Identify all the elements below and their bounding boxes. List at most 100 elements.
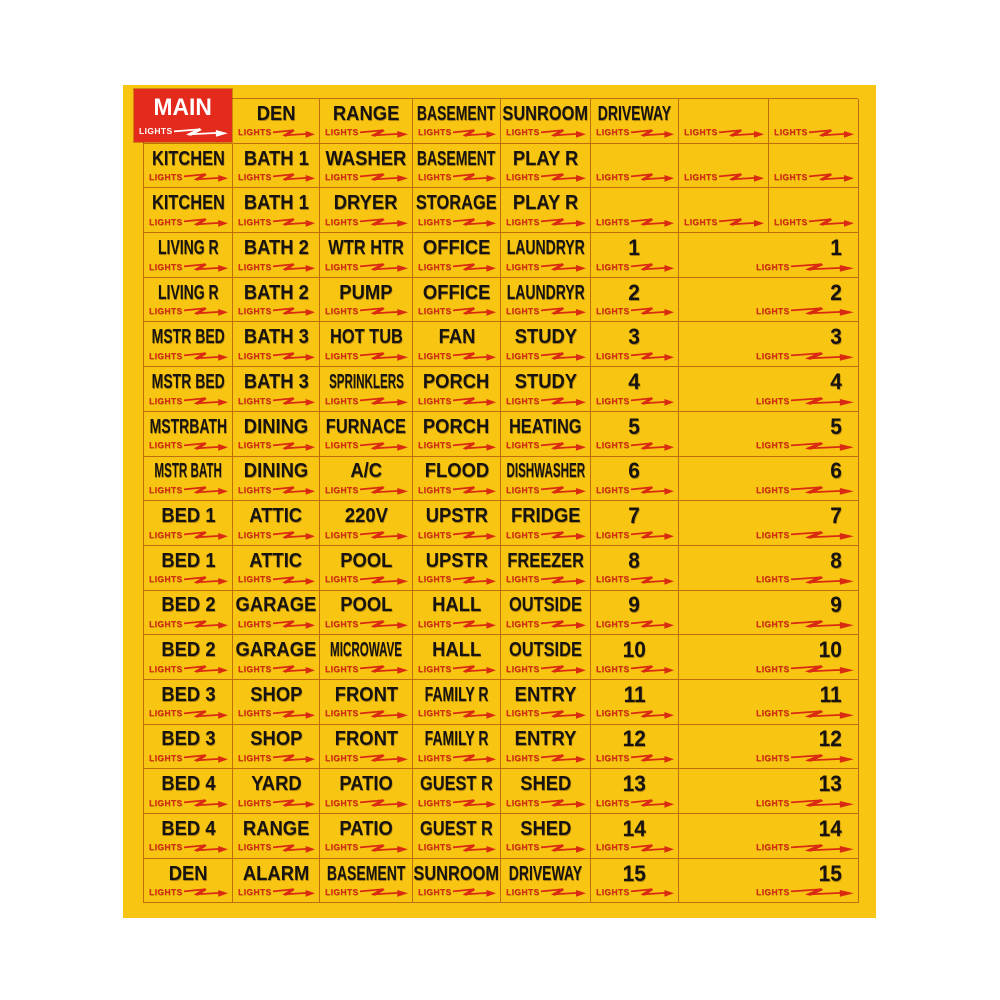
sticker-label-area: BATH 1: [233, 144, 319, 171]
lights-label: LIGHTS: [149, 619, 183, 629]
lights-arrow-row: LIGHTS: [501, 394, 590, 411]
breaker-label-sticker: OUTSIDE LIGHTS: [501, 590, 591, 636]
sticker-label-text: YARD: [250, 773, 302, 796]
sticker-label-area: PATIO: [320, 769, 412, 796]
lights-label: LIGHTS: [506, 216, 540, 227]
sticker-body: FRIDGE LIGHTS: [501, 501, 590, 545]
sticker-label-text: 12: [622, 726, 647, 752]
lights-arrow-row: LIGHTS: [501, 260, 590, 277]
sticker-label-text: STUDY: [514, 326, 577, 349]
lights-label: LIGHTS: [149, 708, 183, 719]
lights-arrow-row: LIGHTS: [591, 439, 678, 456]
lights-label: LIGHTS: [325, 484, 359, 495]
sticker-label-text: BASEMENT: [417, 147, 496, 170]
sticker-label-text: ENTRY: [514, 728, 577, 751]
lights-arrow-row: LIGHTS: [233, 841, 319, 858]
lights-label: LIGHTS: [149, 440, 183, 451]
sticker-label-area: 1: [591, 233, 678, 260]
lights-label: LIGHTS: [149, 663, 183, 674]
sticker-label-text: UPSTR: [425, 549, 488, 572]
breaker-label-sticker: BATH 3 LIGHTS: [233, 367, 320, 412]
breaker-label-sticker: SUNROOM LIGHTS: [501, 99, 591, 144]
lights-arrow-row: LIGHTS: [320, 170, 412, 187]
lights-label: LIGHTS: [756, 350, 790, 361]
sticker-label-text: 11: [623, 681, 646, 707]
lights-label: LIGHTS: [756, 574, 790, 585]
sticker-body: LIGHTS: [769, 99, 858, 143]
lights-label: LIGHTS: [238, 127, 272, 138]
sticker-label-text: 8: [628, 547, 641, 573]
lightning-arrow-icon: [540, 128, 586, 138]
lights-label: LIGHTS: [238, 216, 272, 227]
breaker-label-sticker: STUDY LIGHTS: [501, 322, 591, 368]
breaker-label-sticker: FAMILY R LIGHTS: [413, 679, 501, 725]
sticker-label-area: BATH 3: [233, 322, 319, 349]
sticker-label-area: [769, 188, 858, 215]
sticker-label-text: SHED: [519, 817, 572, 840]
sticker-body: 11 LIGHTS: [679, 680, 858, 724]
sticker-body: SHOP LIGHTS: [233, 725, 319, 769]
sticker-label-area: 13: [679, 769, 858, 796]
sticker-label-area: 2: [679, 278, 858, 305]
lightning-arrow-icon: [630, 218, 674, 227]
sticker-label-text: DINING: [243, 415, 309, 438]
sticker-label-area: A/C: [320, 457, 412, 484]
lightning-arrow-icon: [718, 173, 764, 183]
lightning-arrow-icon: [359, 352, 408, 361]
sticker-label-area: HALL: [413, 635, 500, 662]
sticker-body: MSTR BED LIGHTS: [144, 322, 232, 366]
lights-arrow-row: LIGHTS: [320, 751, 412, 768]
breaker-label-sticker: BATH 3 LIGHTS: [233, 322, 320, 368]
lightning-arrow-icon: [359, 664, 408, 674]
sticker-label-text: BED 2: [160, 594, 216, 617]
lightning-arrow-icon: [452, 530, 496, 540]
lights-arrow-row: LIGHTS: [413, 483, 500, 500]
lights-label: LIGHTS: [684, 127, 718, 138]
lights-label: LIGHTS: [506, 753, 540, 764]
breaker-label-sticker: FURNACE LIGHTS: [320, 411, 413, 457]
sticker-label-area: BATH 2: [233, 233, 319, 260]
sticker-body: 14 LIGHTS: [591, 814, 678, 858]
lights-label: LIGHTS: [238, 395, 272, 406]
lights-label: LIGHTS: [149, 753, 183, 764]
sticker-body: LIGHTS: [769, 188, 858, 232]
lightning-arrow-icon: [359, 754, 408, 764]
lights-label: LIGHTS: [325, 172, 359, 183]
lightning-arrow-icon: [540, 888, 586, 898]
lightning-arrow-icon: [540, 843, 586, 853]
lights-label: LIGHTS: [756, 529, 790, 540]
sticker-body: POOL LIGHTS: [320, 591, 412, 635]
lights-arrow-row: LIGHTS: [320, 528, 412, 545]
breaker-label-sticker: SHED LIGHTS: [501, 769, 591, 814]
sticker-body: 14 LIGHTS: [679, 814, 858, 858]
sticker-label-text: SUNROOM: [502, 102, 589, 125]
sticker-label-text: 3: [830, 324, 842, 350]
breaker-label-sticker: DISHWASHER LIGHTS: [501, 456, 591, 502]
lightning-arrow-icon: [272, 843, 315, 853]
lightning-arrow-icon: [718, 128, 764, 138]
lightning-arrow-icon: [359, 486, 408, 495]
circuit-number-sticker: 8 LIGHTS: [679, 545, 859, 591]
lights-label: LIGHTS: [238, 663, 272, 674]
lights-arrow-row: LIGHTS: [591, 394, 678, 411]
lightning-arrow-icon: [359, 173, 408, 183]
sticker-body: 6 LIGHTS: [679, 457, 858, 501]
lights-label: LIGHTS: [756, 619, 790, 629]
sticker-label-area: PLAY R: [501, 144, 590, 171]
breaker-label-sticker: ATTIC LIGHTS: [233, 545, 320, 591]
lightning-arrow-icon: [272, 441, 315, 451]
sticker-label-area: 9: [591, 591, 678, 618]
sticker-label-text: STUDY: [514, 370, 577, 393]
sticker-label-text: FRONT: [334, 728, 398, 751]
lights-arrow-row: LIGHTS: [233, 170, 319, 187]
sticker-label-text: GARAGE: [235, 594, 317, 617]
sticker-body: SPRINKLERS LIGHTS: [320, 367, 412, 411]
breaker-label-sticker: DRIVEWAY LIGHTS: [591, 99, 679, 144]
lights-label: LIGHTS: [506, 663, 540, 674]
lights-arrow-row: LIGHTS: [501, 528, 590, 545]
sticker-body: PLAY R LIGHTS: [501, 188, 590, 232]
lights-arrow-row: LIGHTS: [413, 885, 500, 902]
sticker-body: 1 LIGHTS: [679, 233, 858, 277]
lightning-arrow-icon: [452, 262, 496, 272]
breaker-label-sticker: BED 1 LIGHTS: [144, 501, 233, 546]
